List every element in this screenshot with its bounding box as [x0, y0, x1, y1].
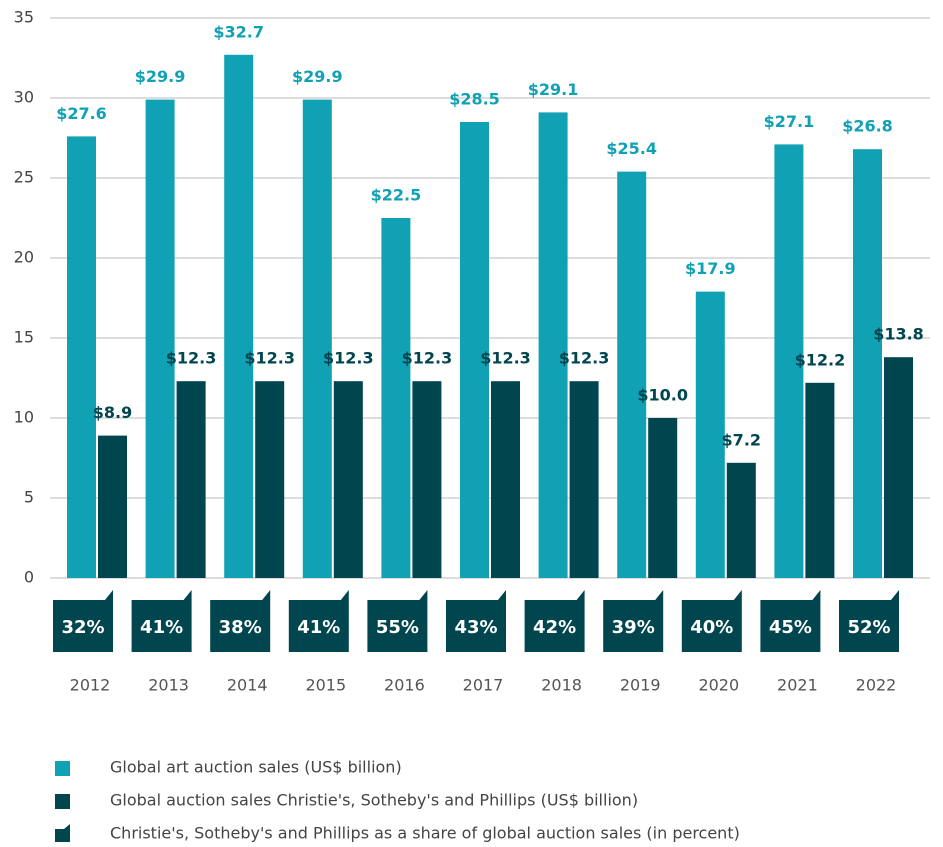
share-box — [367, 590, 428, 652]
bar — [67, 136, 96, 578]
y-tick-label: 15 — [14, 328, 34, 347]
value-label: $26.8 — [842, 117, 893, 136]
share-label: 42% — [533, 617, 576, 638]
share-box — [131, 590, 192, 652]
value-label: $13.8 — [873, 325, 924, 344]
bar — [774, 144, 804, 578]
bar — [617, 171, 647, 578]
x-tick-label: 2016 — [384, 676, 425, 695]
bar — [381, 218, 411, 578]
x-tick-label: 2018 — [541, 676, 582, 695]
y-tick-label: 20 — [14, 248, 34, 267]
x-tick-label: 2012 — [70, 676, 111, 695]
value-label: $27.6 — [56, 104, 107, 123]
bar — [648, 418, 678, 578]
share-label: 39% — [612, 617, 655, 638]
y-tick-label: 25 — [14, 168, 34, 187]
value-label: $29.1 — [528, 80, 579, 99]
share-box — [524, 590, 585, 652]
x-tick-label: 2021 — [777, 676, 818, 695]
share-box — [288, 590, 349, 652]
bar — [98, 435, 127, 578]
legend-label: Christie's, Sotheby's and Phillips as a … — [110, 824, 740, 843]
share-box — [603, 590, 664, 652]
share-label: 38% — [219, 617, 262, 638]
bar — [491, 381, 520, 578]
bar — [569, 381, 599, 578]
bar — [224, 54, 254, 579]
share-label: 52% — [847, 617, 890, 638]
share-label: 41% — [297, 617, 340, 638]
bar — [853, 149, 882, 578]
value-label: $32.7 — [213, 22, 264, 41]
bar — [538, 112, 568, 579]
bar — [145, 99, 175, 578]
share-label: 32% — [61, 617, 104, 638]
bar — [176, 381, 206, 578]
share-label: 45% — [769, 617, 812, 638]
value-label: $7.2 — [722, 430, 761, 449]
legend-marker — [55, 824, 70, 842]
value-label: $12.3 — [323, 349, 374, 368]
value-label: $17.9 — [685, 259, 736, 278]
share-box — [210, 590, 271, 652]
bar — [695, 291, 725, 578]
y-tick-label: 0 — [24, 568, 34, 587]
x-tick-label: 2020 — [698, 676, 739, 695]
value-label: $12.3 — [244, 349, 295, 368]
value-label: $29.9 — [292, 67, 343, 86]
value-label: $12.3 — [559, 349, 610, 368]
value-label: $27.1 — [764, 112, 815, 131]
value-label: $12.3 — [480, 349, 531, 368]
y-tick-label: 5 — [24, 488, 34, 507]
bar — [726, 462, 756, 578]
legend-label: Global art auction sales (US$ billion) — [110, 758, 402, 777]
value-label: $12.2 — [795, 350, 846, 369]
bar — [412, 381, 442, 578]
value-label: $25.4 — [606, 139, 657, 158]
bar — [255, 381, 285, 578]
bar — [302, 99, 332, 578]
bar — [460, 122, 489, 578]
y-tick-label: 30 — [14, 88, 34, 107]
share-label: 40% — [690, 617, 733, 638]
x-tick-label: 2015 — [305, 676, 346, 695]
bar — [333, 381, 363, 578]
x-tick-label: 2022 — [856, 676, 897, 695]
bar — [884, 357, 913, 578]
value-label: $28.5 — [449, 90, 500, 109]
x-tick-label: 2019 — [620, 676, 661, 695]
value-label: $22.5 — [371, 186, 422, 205]
share-box — [446, 590, 506, 652]
share-box — [53, 590, 113, 652]
x-tick-label: 2017 — [463, 676, 504, 695]
value-label: $29.9 — [135, 67, 186, 86]
share-label: 55% — [376, 617, 419, 638]
share-label: 41% — [140, 617, 183, 638]
x-tick-label: 2013 — [148, 676, 189, 695]
share-box — [681, 590, 742, 652]
x-tick-label: 2014 — [227, 676, 268, 695]
legend-marker — [55, 794, 70, 809]
value-label: $8.9 — [93, 403, 132, 422]
value-label: $12.3 — [166, 349, 217, 368]
y-tick-label: 35 — [14, 8, 34, 27]
share-box — [760, 590, 821, 652]
legend-label: Global auction sales Christie's, Sotheby… — [110, 791, 638, 810]
bar — [805, 382, 835, 578]
share-box — [839, 590, 899, 652]
y-tick-label: 10 — [14, 408, 34, 427]
legend-marker — [55, 761, 70, 776]
share-label: 43% — [454, 617, 497, 638]
value-label: $12.3 — [402, 349, 453, 368]
value-label: $10.0 — [637, 386, 688, 405]
